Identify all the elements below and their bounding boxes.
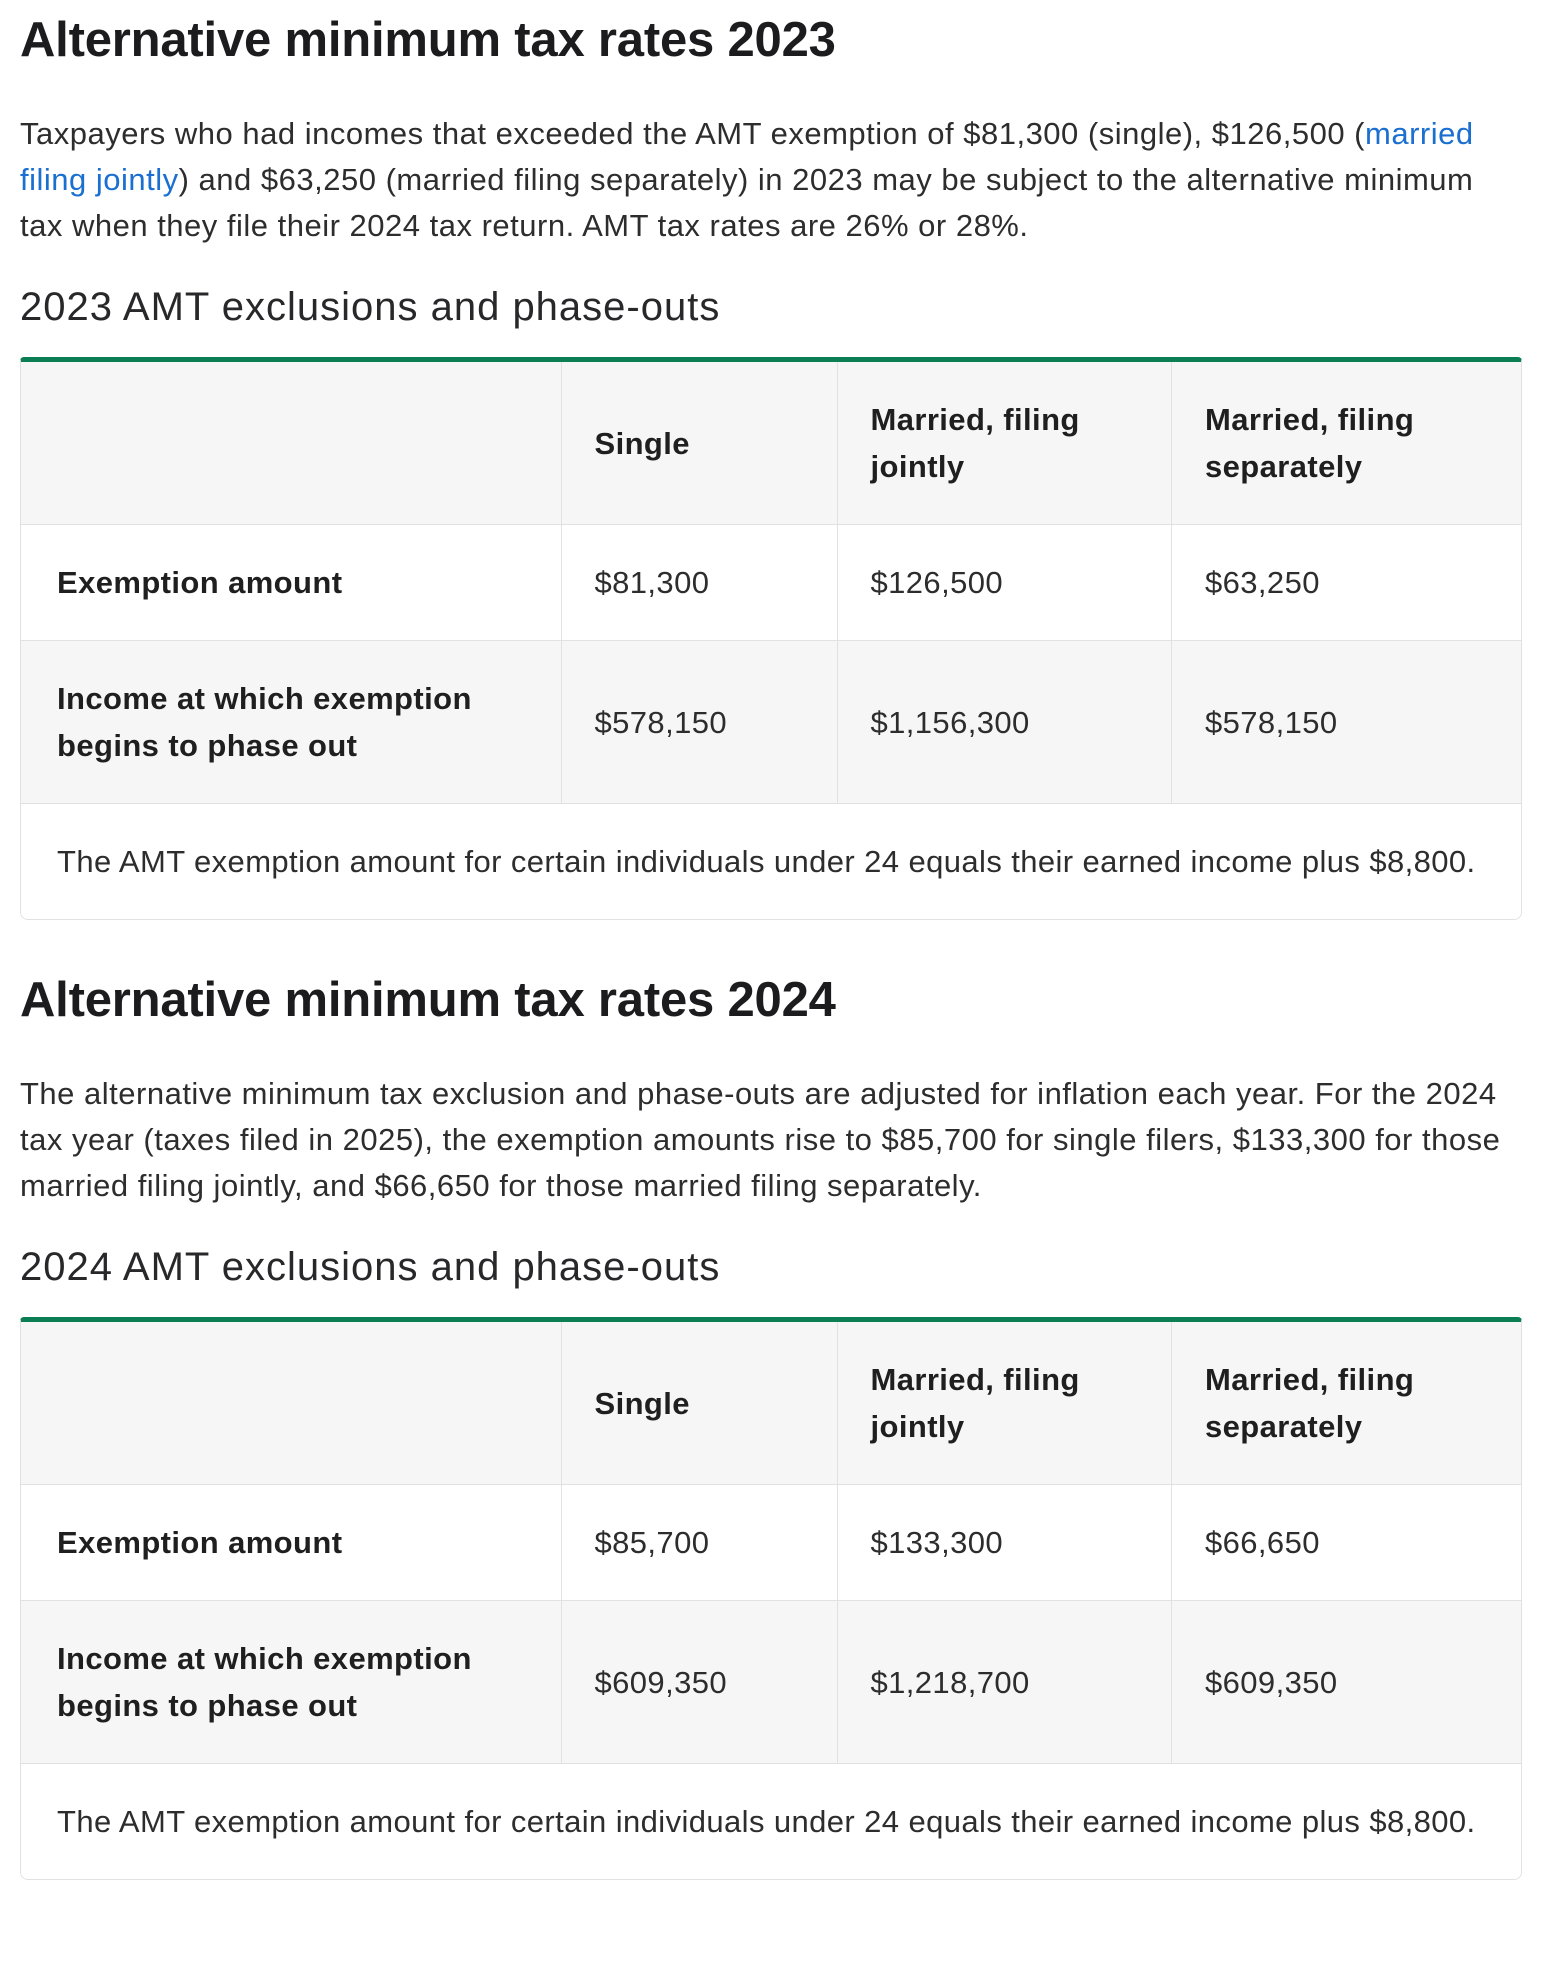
column-header-married-jointly: Married, filing jointly [836, 362, 1172, 525]
cell-value: $578,150 [560, 640, 837, 804]
married-filing-jointly-link[interactable]: married filing jointly [20, 116, 1474, 197]
column-header-married-separately: Married, filing separately [1171, 362, 1521, 525]
intro-text-before-link: Taxpayers who had incomes that exceeded … [20, 116, 1366, 151]
column-header-single: Single [560, 1322, 837, 1485]
heading-2024-exclusions: 2024 AMT exclusions and phase-outs [20, 1245, 721, 1289]
row-label: Income at which exemption begins to phas… [21, 640, 561, 804]
amt-table-2024: Single Married, filing jointly Married, … [21, 1322, 1521, 1879]
cell-value: $578,150 [1171, 640, 1521, 804]
table-header-row: Single Married, filing jointly Married, … [21, 1322, 1521, 1485]
row-label: Exemption amount [21, 524, 561, 641]
row-label: Exemption amount [21, 1484, 561, 1601]
heading-amt-rates-2024: Alternative minimum tax rates 2024 [20, 973, 836, 1027]
row-label: Income at which exemption begins to phas… [21, 1600, 561, 1764]
table-header-row: Single Married, filing jointly Married, … [21, 362, 1521, 525]
section-amt-2024: Alternative minimum tax rates 2024 The a… [20, 972, 1522, 1880]
amt-table-card-2024: Single Married, filing jointly Married, … [20, 1317, 1522, 1880]
table-footnote-row: The AMT exemption amount for certain ind… [21, 1763, 1521, 1879]
heading-amt-rates-2023: Alternative minimum tax rates 2023 [20, 13, 836, 67]
intro-text-after-link: ) and $63,250 (married filing separately… [20, 162, 1474, 243]
table-row-exemption-amount: Exemption amount $85,700 $133,300 $66,65… [21, 1484, 1521, 1601]
cell-value: $85,700 [560, 1484, 837, 1601]
cell-value: $1,218,700 [836, 1600, 1172, 1764]
blank-header-cell [21, 362, 561, 525]
column-header-married-jointly: Married, filing jointly [836, 1322, 1172, 1485]
column-header-married-separately: Married, filing separately [1171, 1322, 1521, 1485]
intro-paragraph-2023: Taxpayers who had incomes that exceeded … [20, 111, 1522, 249]
heading-2023-exclusions: 2023 AMT exclusions and phase-outs [20, 285, 721, 329]
table-footnote: The AMT exemption amount for certain ind… [21, 803, 1521, 919]
cell-value: $63,250 [1171, 524, 1521, 641]
blank-header-cell [21, 1322, 561, 1485]
cell-value: $81,300 [560, 524, 837, 641]
intro-paragraph-2024: The alternative minimum tax exclusion an… [20, 1076, 1501, 1203]
cell-value: $609,350 [560, 1600, 837, 1764]
amt-table-2023: Single Married, filing jointly Married, … [21, 362, 1521, 919]
cell-value: $1,156,300 [836, 640, 1172, 804]
table-row-exemption-amount: Exemption amount $81,300 $126,500 $63,25… [21, 524, 1521, 641]
section-amt-2023: Alternative minimum tax rates 2023 Taxpa… [20, 12, 1522, 920]
cell-value: $126,500 [836, 524, 1172, 641]
table-footnote: The AMT exemption amount for certain ind… [21, 1763, 1521, 1879]
cell-value: $609,350 [1171, 1600, 1521, 1764]
article-content: Alternative minimum tax rates 2023 Taxpa… [20, 12, 1522, 1880]
table-row-phase-out-income: Income at which exemption begins to phas… [21, 640, 1521, 804]
cell-value: $133,300 [836, 1484, 1172, 1601]
cell-value: $66,650 [1171, 1484, 1521, 1601]
table-row-phase-out-income: Income at which exemption begins to phas… [21, 1600, 1521, 1764]
table-footnote-row: The AMT exemption amount for certain ind… [21, 803, 1521, 919]
column-header-single: Single [560, 362, 837, 525]
amt-table-card-2023: Single Married, filing jointly Married, … [20, 357, 1522, 920]
